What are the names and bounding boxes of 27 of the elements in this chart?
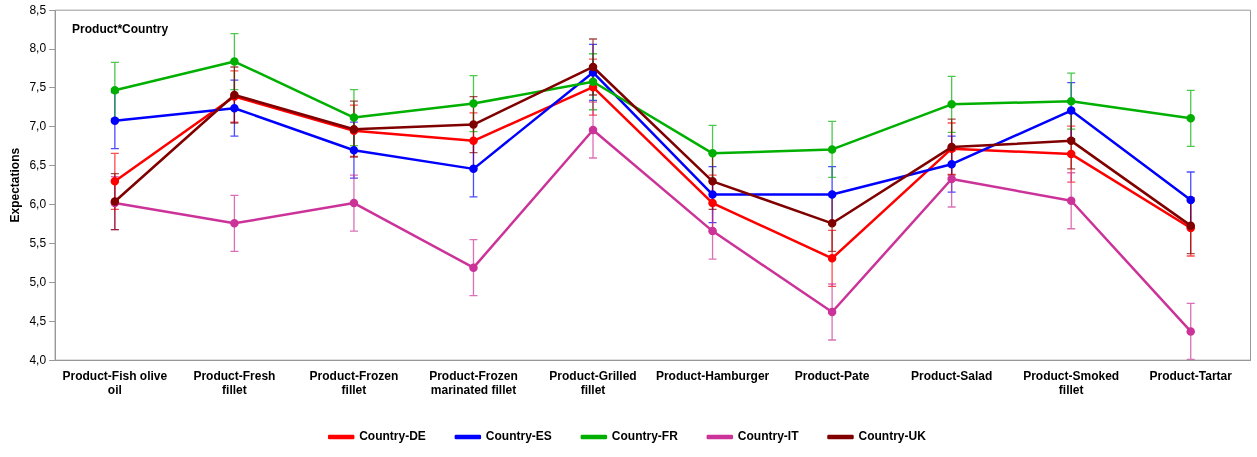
- y-tick-label: 7,0: [29, 119, 47, 134]
- legend-label: Country-UK: [858, 429, 927, 444]
- x-tick-label: Product-Salad: [910, 368, 993, 383]
- y-tick-label: 4,5: [29, 313, 47, 328]
- y-tick-label: 5,5: [29, 235, 47, 250]
- x-tick-label: Product-Hamburger: [655, 368, 770, 383]
- y-tick-label: 7,5: [29, 80, 47, 95]
- x-tick-label: Product-Fish olive oil: [62, 368, 168, 398]
- y-axis-title: Expectations: [7, 147, 22, 223]
- y-tick-label: 6,0: [29, 196, 47, 211]
- legend-label: Country-ES: [485, 429, 552, 444]
- x-tick-label: Product-Grilled fillet: [549, 368, 637, 398]
- x-tick-label: Product-Smoked fillet: [1023, 368, 1120, 398]
- legend-label: Country-DE: [359, 429, 426, 444]
- y-tick-label: 4,0: [29, 352, 47, 367]
- y-tick-label: 8,5: [29, 2, 47, 17]
- x-tick-label: Product-Tartar: [1149, 368, 1233, 383]
- x-tick-label: Product-Fresh fillet: [193, 368, 276, 398]
- legend-label: Country-FR: [611, 429, 679, 444]
- text: Product*Country: [72, 21, 169, 36]
- y-tick-label: 5,0: [29, 274, 47, 289]
- x-tick-label: Product-Pate: [794, 368, 870, 383]
- y-tick-label: 6,5: [29, 158, 47, 173]
- legend-label: Country-IT: [737, 429, 800, 444]
- y-tick-label: 8,0: [29, 41, 47, 56]
- x-tick-label: Product-Frozen marinated fillet: [429, 368, 518, 398]
- x-tick-label: Product-Frozen fillet: [309, 368, 399, 398]
